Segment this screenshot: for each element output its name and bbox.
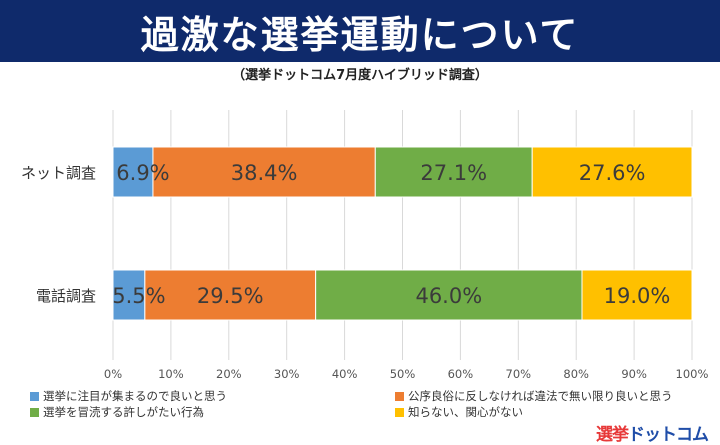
data-label-0-1: 38.4%	[231, 161, 298, 185]
legend-swatch-3	[30, 407, 39, 417]
bar-0-0	[112, 146, 154, 198]
x-tick-label-5: 50%	[390, 367, 416, 381]
legend-label-2: 公序良俗に反しなければ違法で無い限り良いと思う	[408, 389, 673, 403]
category-label-0: ネット調査	[21, 164, 96, 182]
site-logo: 選挙ドットコム	[596, 420, 709, 445]
bar-0-3	[531, 146, 693, 198]
x-tick-label-3: 30%	[274, 367, 300, 381]
bar-1-3	[581, 269, 693, 321]
data-label-1-0: 5.5%	[112, 284, 165, 308]
data-label-0-0: 6.9%	[116, 161, 169, 185]
legend-swatch-4	[395, 407, 404, 417]
logo-part1: 選挙	[596, 425, 629, 445]
logo-part2: ドットコム	[628, 425, 709, 445]
legend-item-3: 選挙を冒涜する許しがたい行為	[30, 404, 204, 420]
legend-item-1: 選挙に注目が集まるので良いと思う	[30, 388, 227, 404]
chart-subtitle: （選挙ドットコム7月度ハイブリッド調査）	[232, 68, 488, 83]
x-tick-label-10: 100%	[676, 367, 709, 381]
x-tick-label-4: 40%	[332, 367, 358, 381]
chart-title: 過激な選挙運動について	[140, 12, 580, 57]
x-tick-label-7: 70%	[506, 367, 532, 381]
data-label-1-1: 29.5%	[197, 284, 264, 308]
bar-1-0	[112, 269, 146, 321]
bar-0-2	[374, 146, 533, 198]
stacked-bar-chart: 0% 10% 20% 30% 40% 50% 60% 70% 80% 90% 100% 6.9% 38.…	[21, 110, 709, 381]
x-tick-label-9: 90%	[621, 367, 647, 381]
legend-label-3: 選挙を冒涜する許しがたい行為	[43, 405, 204, 419]
title-bar: 過激な選挙運動について	[0, 0, 720, 62]
legend-label-1: 選挙に注目が集まるので良いと思う	[43, 389, 227, 403]
category-label-1: 電話調査	[36, 287, 96, 305]
data-label-0-2: 27.1%	[420, 161, 487, 185]
bar-1-1	[144, 269, 317, 321]
data-label-0-3: 27.6%	[579, 161, 646, 185]
data-label-1-3: 19.0%	[604, 284, 671, 308]
x-tick-label-1: 10%	[158, 367, 184, 381]
data-label-1-2: 46.0%	[415, 284, 482, 308]
legend-swatch-1	[30, 391, 39, 401]
x-tick-label-6: 60%	[448, 367, 474, 381]
legend-label-4: 知らない、関心がない	[408, 405, 523, 419]
x-tick-label-8: 80%	[563, 367, 589, 381]
bar-0-1	[152, 146, 376, 198]
x-tick-label-0: 0%	[104, 367, 122, 381]
legend-item-2: 公序良俗に反しなければ違法で無い限り良いと思う	[395, 388, 673, 404]
legend-item-4: 知らない、関心がない	[395, 404, 523, 420]
bar-1-2	[315, 269, 583, 321]
legend-swatch-2	[395, 391, 404, 401]
x-tick-label-2: 20%	[216, 367, 242, 381]
